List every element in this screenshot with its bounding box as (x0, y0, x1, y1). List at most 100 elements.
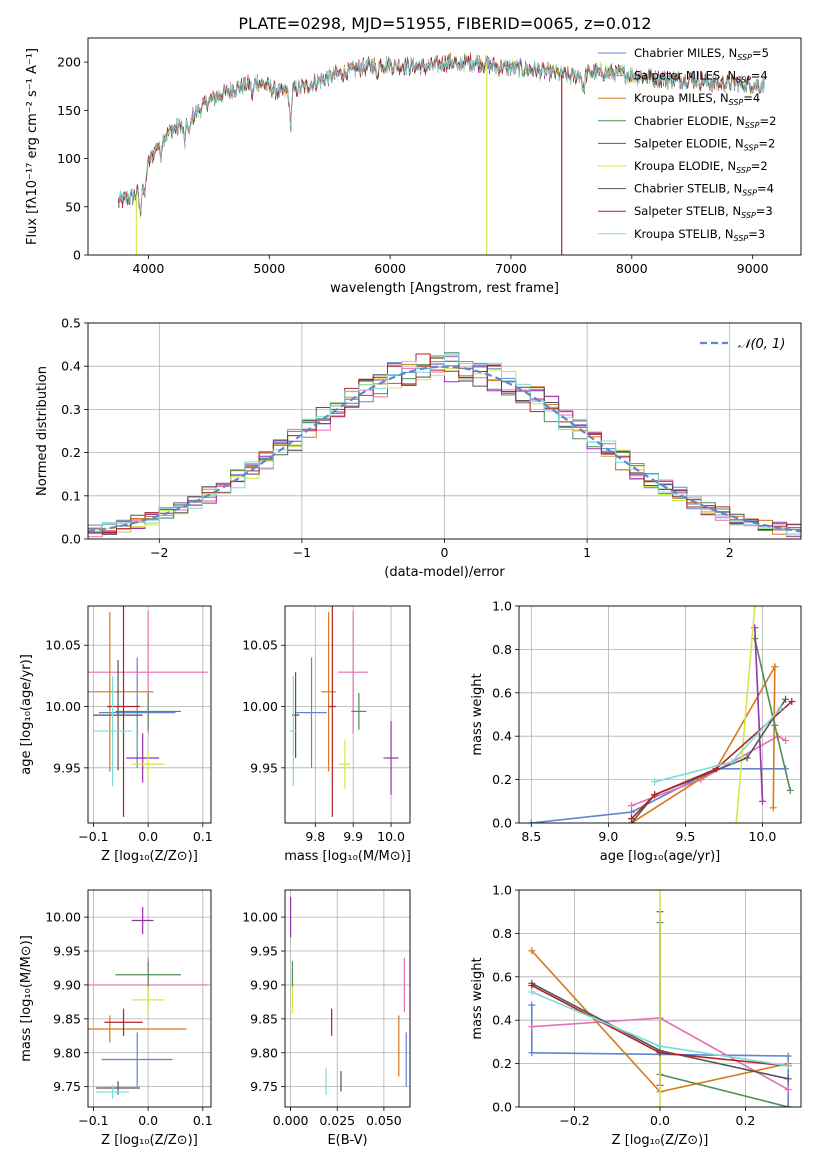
x-tick-label: 9.8 (305, 829, 325, 844)
x-axis-label: Z [log₁₀(Z/Z⊙)] (101, 1133, 198, 1148)
y-tick-label: 0.0 (492, 816, 512, 831)
y-tick-label: 9.75 (250, 1079, 278, 1094)
x-tick-label: 8.5 (521, 829, 541, 844)
legend-label: Salpeter ELODIE, NSSP=2 (634, 136, 775, 152)
massweight-marker (758, 797, 766, 805)
x-tick-label: 7000 (495, 261, 527, 276)
massweight-marker (771, 721, 779, 729)
plot-area-age_vs_Z (88, 606, 209, 817)
x-tick-label: 0.1 (193, 1113, 213, 1128)
errorbar-point (131, 986, 165, 1014)
gridlines (88, 890, 211, 1107)
errorbar-point (328, 606, 337, 817)
errorbar-point (115, 693, 181, 730)
legend-label-count: =2 (751, 159, 768, 173)
axes-age_vs_mass: 9.8 9.9 10.0 9.95 10.00 10.05 mass [log₁₀(M/M⊙… (242, 605, 411, 864)
massweight-line (630, 700, 793, 820)
y-tick-label: 0.4 (492, 1013, 512, 1028)
massweight-line (631, 663, 776, 823)
y-tick-label: 10.00 (45, 699, 81, 714)
errorbar-point (98, 657, 176, 768)
x-tick-label: 5000 (253, 261, 285, 276)
x-tick-label: 0.050 (366, 1113, 402, 1128)
x-tick-label: 6000 (374, 261, 406, 276)
x-tick-label: 10.0 (749, 829, 777, 844)
legend-label-subscript: SSP (734, 234, 749, 243)
massweight-marker (651, 778, 659, 786)
legend-label: Chabrier ELODIE, NSSP=2 (634, 114, 776, 130)
x-tick-label: −1 (293, 545, 311, 560)
axes-frame (87, 322, 802, 540)
massweight-marker (651, 791, 659, 799)
axes-massweight_vs_Z: −0.2 0.0 0.2 0.0 0.2 0.4 0.6 0.8 1.0 Z [log₁₀(Z/Z… (470, 883, 802, 1148)
massweight-marker (627, 815, 635, 823)
legend-label: Salpeter MILES, NSSP=4 (634, 69, 768, 85)
y-tick-label: 1.0 (492, 599, 512, 614)
y-tick-label: 0.2 (61, 445, 81, 460)
massweight-marker (656, 890, 664, 894)
y-tick-label: 150 (57, 103, 81, 118)
errorbar-point (96, 1081, 140, 1095)
axes-frame (87, 605, 212, 824)
x-tick-label: 2 (726, 545, 734, 560)
spectrum-line (117, 54, 765, 213)
axes-mass_vs_EBV: 0.000 0.025 0.050 9.75 9.80 9.85 9.90 9.95 10.00… (242, 889, 411, 1148)
y-tick-label: 0.4 (61, 359, 81, 374)
massweight-line (631, 735, 786, 807)
y-tick-label: 50 (65, 199, 81, 214)
massweight-line (754, 638, 791, 791)
legend-label-count: =4 (757, 182, 774, 196)
legend-label: 𝒩(0, 1) (738, 337, 785, 352)
plot-area-age_vs_mass (289, 606, 399, 817)
y-tick-label: 9.90 (53, 977, 81, 992)
axes-mass_vs_Z: −0.1 0.0 0.1 9.75 9.80 9.85 9.90 9.95 10.00 Z [lo… (19, 889, 213, 1148)
legend-label-main: Salpeter STELIB, N (634, 204, 741, 218)
axes-spectrum: 4000 5000 6000 7000 8000 9000 0 50 100 150 200 wave… (25, 37, 802, 296)
y-tick-label: 0.5 (61, 316, 81, 331)
legend-label-count: =5 (752, 46, 769, 60)
y-tick-label: 10.00 (242, 910, 278, 925)
errorbar-point (289, 675, 298, 787)
x-tick-label: 0.0 (138, 829, 158, 844)
y-tick-label: 0.4 (492, 729, 512, 744)
legend-label-subscript: SSP (745, 121, 760, 130)
y-tick-label: 100 (57, 151, 81, 166)
x-axis-label: wavelength [Angstrom, rest frame] (330, 281, 559, 296)
legend-label-count: =2 (760, 114, 777, 128)
massweight-marker (527, 819, 535, 823)
massweight-marker (782, 737, 790, 745)
massweight-marker (784, 1052, 792, 1060)
gridlines (285, 890, 410, 1107)
errorbar-point (339, 739, 351, 789)
y-tick-label: 0.1 (61, 488, 81, 503)
massweight-marker (771, 663, 779, 671)
massweight-marker (627, 808, 635, 816)
axes-residuals: −2 −1 0 1 2 0.0 0.1 0.2 0.3 0.4 0.5 (data-model)/er… (35, 316, 802, 580)
massweight-marker (528, 1023, 536, 1031)
plot-area-massweight_vs_Z (528, 890, 792, 1107)
x-tick-label: −0.2 (559, 1113, 589, 1128)
legend-label-subscript: SSP (741, 211, 756, 220)
y-tick-label: 9.95 (53, 944, 81, 959)
legend-label-subscript: SSP (744, 143, 759, 152)
errorbar-point (88, 612, 154, 772)
y-tick-label: 10.00 (242, 699, 278, 714)
legend-label-subscript: SSP (736, 166, 751, 175)
x-tick-label: 0.000 (273, 1113, 309, 1128)
errorbar-point (296, 657, 327, 768)
y-tick-label: 0.3 (61, 402, 81, 417)
y-tick-label: 9.95 (53, 760, 81, 775)
y-tick-label: 9.85 (250, 1011, 278, 1026)
y-tick-label: 9.95 (250, 944, 278, 959)
massweight-marker (782, 695, 790, 703)
x-tick-label: 1 (583, 545, 591, 560)
legend-label-subscript: SSP (729, 98, 744, 107)
massweight-marker (784, 1086, 792, 1094)
plot-area-mass_vs_Z (88, 906, 209, 1099)
plot-area-massweight_vs_age (527, 606, 796, 823)
y-tick-label: 9.75 (53, 1079, 81, 1094)
massweight-marker (656, 1103, 664, 1107)
y-tick-label: 10.00 (45, 910, 81, 925)
